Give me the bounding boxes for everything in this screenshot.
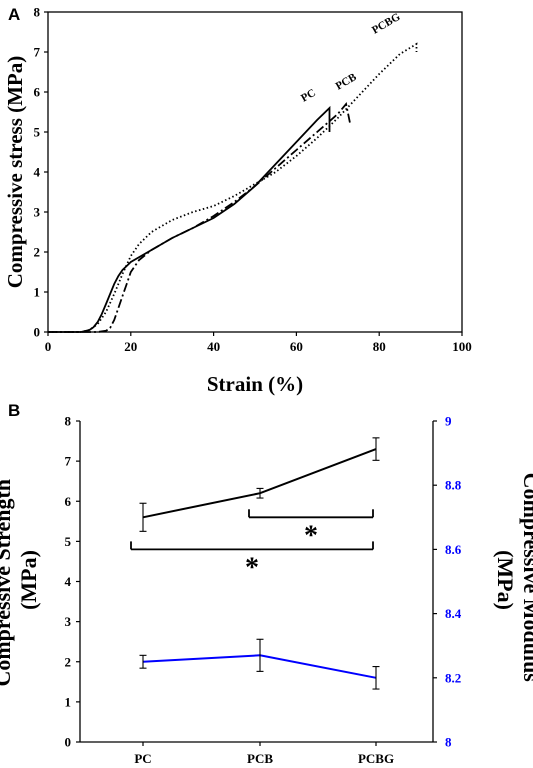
chart-b-left-tick-label: 5 xyxy=(65,534,72,549)
chart-a-y-tick-label: 1 xyxy=(34,285,41,300)
chart-a-y-tick-label: 5 xyxy=(34,125,41,140)
chart-b-right-y-axis: 8 8.2 8.4 8.6 8.8 9 xyxy=(433,414,462,750)
chart-b-left-tick-label: 3 xyxy=(65,614,72,629)
chart-a-y-tick-label: 6 xyxy=(34,85,41,100)
chart-a-x-tick-label: 100 xyxy=(452,339,472,354)
chart-a: 0 1 2 3 4 5 6 7 8 0 20 40 60 80 100 PC PCB PCBG Compres… xyxy=(3,5,472,397)
chart-b-left-axis-title-line1: Compressive Strength xyxy=(0,479,15,687)
chart-b-significance: ** xyxy=(130,509,374,583)
chart-a-x-tick-label: 60 xyxy=(290,339,303,354)
chart-a-series-line-pc xyxy=(48,105,331,333)
chart-a-series-line-pcb xyxy=(48,101,352,333)
chart-a-x-tick-label: 0 xyxy=(45,339,52,354)
chart-a-x-tick-label: 20 xyxy=(124,339,137,354)
chart-a-plot-frame xyxy=(47,11,463,333)
chart-b-x-tick-label: PCBG xyxy=(358,751,394,766)
chart-b-x-axis: PC PCB PCBG xyxy=(134,742,394,766)
chart-a-series-label-pcb: PCB xyxy=(334,71,360,93)
chart-a-y-tick-label: 2 xyxy=(34,245,41,260)
chart-a-x-tick-label: 80 xyxy=(373,339,386,354)
chart-b-left-axis-title: Compressive Strength (MPa) xyxy=(0,473,41,686)
chart-a-series-label-pcbg: PCBG xyxy=(370,11,403,37)
chart-b-right-tick-label: 8.8 xyxy=(445,478,462,493)
chart-b-x-tick-label: PCB xyxy=(247,751,273,766)
chart-a-series xyxy=(48,42,418,333)
chart-b-right-tick-label: 8.4 xyxy=(445,606,462,621)
chart-b-right-tick-label: 8.6 xyxy=(445,542,462,557)
chart-a-series-label-pc: PC xyxy=(299,87,318,105)
chart-a-y-tick-label: 0 xyxy=(34,325,41,340)
chart-a-y-tick-label: 3 xyxy=(34,205,41,220)
chart-a-x-tick-label: 40 xyxy=(207,339,220,354)
chart-b-left-y-axis: 0 1 2 3 4 5 6 7 8 xyxy=(65,414,80,750)
chart-a-x-axis: 0 20 40 60 80 100 xyxy=(45,332,472,354)
chart-b-series xyxy=(139,437,380,690)
chart-a-y-tick-label: 8 xyxy=(34,5,41,20)
chart-b-left-tick-label: 1 xyxy=(65,694,72,709)
chart-b-right-tick-label: 8.2 xyxy=(445,670,461,685)
chart-a-series-line-pcbg xyxy=(48,42,418,333)
chart-b-x-tick-label: PC xyxy=(134,751,151,766)
chart-a-y-axis-title: Compressive stress (MPa) xyxy=(3,56,27,289)
chart-b-significance-star: * xyxy=(245,552,259,583)
chart-b-left-tick-label: 2 xyxy=(65,654,72,669)
chart-b-right-tick-label: 9 xyxy=(445,414,452,429)
chart-b-right-axis-title-line1: Compressive Modulus xyxy=(519,473,533,683)
chart-a-series-labels: PC PCB PCBG xyxy=(299,11,403,105)
chart-b-series-line-left xyxy=(142,448,377,519)
chart-a-x-axis-title: Strain (%) xyxy=(207,372,303,396)
chart-b-left-tick-label: 0 xyxy=(65,735,72,750)
chart-b-right-tick-label: 8 xyxy=(445,735,452,750)
chart-a-y-tick-label: 7 xyxy=(34,45,41,60)
chart-b-left-tick-label: 6 xyxy=(65,494,72,509)
chart-a-y-axis: 0 1 2 3 4 5 6 7 8 xyxy=(34,5,48,340)
chart-b-significance-star: * xyxy=(304,520,318,551)
chart-b-left-tick-label: 8 xyxy=(65,414,72,429)
chart-a-y-tick-label: 4 xyxy=(34,165,41,180)
chart-b-left-tick-label: 7 xyxy=(65,454,72,469)
panel-b-label: B xyxy=(8,401,20,420)
chart-b-right-axis-title-line2: (MPa) xyxy=(493,550,518,610)
chart-b-left-axis-title-line2: (MPa) xyxy=(16,550,41,610)
chart-b-left-tick-label: 4 xyxy=(65,574,72,589)
panel-a-label: A xyxy=(8,5,20,24)
chart-b-right-axis-title: Compressive Modulus (MPa) xyxy=(493,473,533,688)
